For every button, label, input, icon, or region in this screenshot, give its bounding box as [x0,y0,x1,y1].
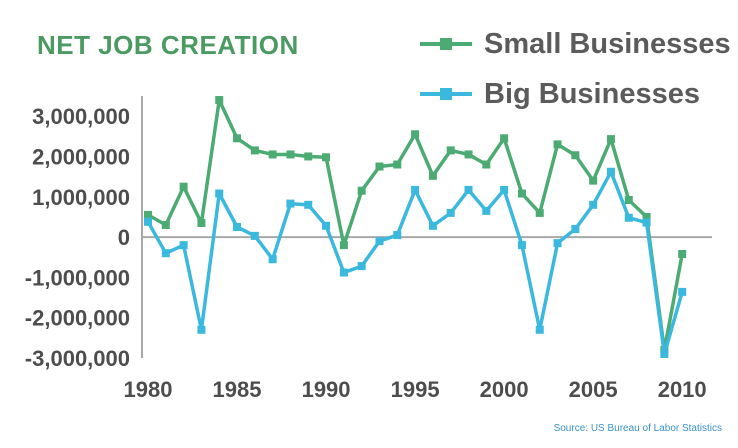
data-point-small-businesses [411,130,420,139]
data-point-small-businesses [464,150,473,159]
data-point-big-businesses [500,185,509,194]
data-point-big-businesses [179,241,188,250]
data-point-big-businesses [411,185,420,194]
data-point-small-businesses [589,176,598,185]
data-point-big-businesses [535,325,544,334]
data-point-big-businesses [233,223,242,231]
data-point-big-businesses [197,325,206,334]
data-point-small-businesses [339,241,348,250]
data-point-small-businesses [304,152,313,161]
data-point-big-businesses [446,208,455,217]
data-point-big-businesses [642,218,651,227]
y-tick-label: -3,000,000 [25,346,130,371]
data-point-small-businesses [179,182,188,191]
data-point-big-businesses [482,206,491,215]
legend-label-small-businesses: Small Businesses [484,27,731,60]
data-point-small-businesses [500,134,509,143]
data-point-big-businesses [428,221,437,230]
y-tick-label: 1,000,000 [32,185,130,210]
legend-swatch-small-businesses [420,38,472,50]
data-point-small-businesses [357,186,366,195]
x-tick-label: 1995 [391,377,440,402]
y-tick-label: -1,000,000 [25,265,130,290]
data-point-small-businesses [678,250,687,259]
legend-item-big-businesses: Big Businesses [418,77,700,111]
data-point-small-businesses [624,195,633,204]
chart-title: NET JOB CREATION [37,30,299,60]
data-point-big-businesses [464,185,473,194]
data-point-small-businesses [482,160,491,169]
data-point-small-businesses [250,146,259,155]
data-point-big-businesses [553,239,562,248]
data-point-small-businesses [553,140,562,149]
data-point-big-businesses [268,255,277,264]
y-tick-label: 3,000,000 [32,104,130,129]
data-point-small-businesses [571,151,580,160]
data-point-small-businesses [606,135,615,144]
data-point-small-businesses [233,134,242,143]
data-point-big-businesses [624,213,633,222]
data-point-big-businesses [357,262,366,271]
data-point-big-businesses [322,221,331,230]
data-point-small-businesses [517,189,526,198]
legend-item-small-businesses: Small Businesses [418,27,731,61]
y-tick-label: 0 [118,225,130,250]
x-tick-label: 2010 [658,377,707,402]
source-note: Source: US Bureau of Labor Statistics [553,423,722,434]
x-tick-label: 1990 [302,377,351,402]
data-point-small-businesses [144,210,152,219]
data-point-small-businesses [446,146,455,155]
data-point-big-businesses [660,349,669,358]
data-point-big-businesses [589,200,598,209]
data-point-big-businesses [606,167,615,176]
data-point-small-businesses [642,212,651,221]
legend-swatch-big-businesses [420,88,472,100]
series-line-big-businesses [146,170,684,356]
data-point-small-businesses [161,220,170,229]
data-point-small-businesses [286,150,295,159]
data-point-big-businesses [250,231,259,240]
x-tick-label: 1980 [124,377,173,402]
y-tick-label: -2,000,000 [25,306,130,331]
data-point-small-businesses [197,218,206,227]
data-point-small-businesses [393,160,402,169]
data-point-big-businesses [161,249,170,258]
data-point-big-businesses [144,217,152,226]
data-point-small-businesses [428,171,437,180]
data-point-big-businesses [393,231,402,240]
data-point-small-businesses [268,150,277,159]
x-tick-label: 2000 [480,377,529,402]
data-point-small-businesses [215,96,224,105]
x-tick-label: 1985 [213,377,262,402]
data-point-big-businesses [339,268,348,277]
legend-label-big-businesses: Big Businesses [484,77,700,110]
data-point-big-businesses [517,241,526,250]
data-point-small-businesses [322,153,331,162]
data-point-big-businesses [571,225,580,234]
data-point-big-businesses [678,287,687,296]
y-tick-label: 2,000,000 [32,144,130,169]
data-point-big-businesses [304,200,313,209]
x-tick-label: 2005 [569,377,618,402]
data-point-big-businesses [215,189,224,198]
data-point-small-businesses [375,162,384,171]
data-point-small-businesses [535,208,544,217]
data-point-big-businesses [375,237,384,246]
data-point-big-businesses [286,199,295,208]
